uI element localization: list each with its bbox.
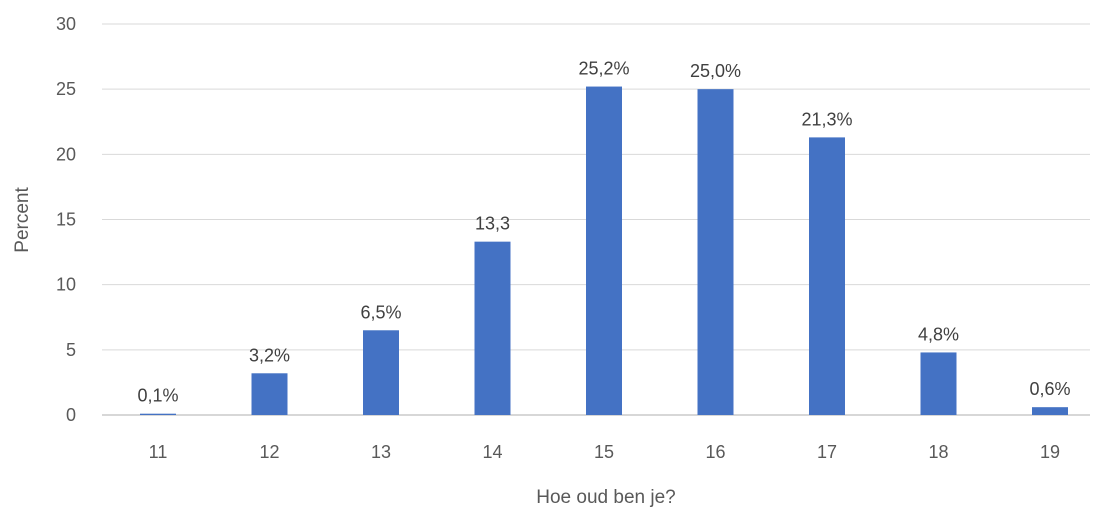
data-label-13: 6,5% [360, 302, 401, 322]
x-tick-label: 18 [928, 442, 948, 462]
x-tick-label: 14 [482, 442, 502, 462]
data-label-18: 4,8% [918, 324, 959, 344]
bar-15 [586, 86, 622, 415]
bar-14 [474, 241, 511, 415]
y-tick-label: 30 [56, 14, 76, 34]
bar-19 [1032, 407, 1068, 415]
bar-18 [920, 352, 957, 415]
y-tick-label: 15 [56, 210, 76, 230]
data-label-11: 0,1% [137, 386, 178, 406]
bar-16 [697, 89, 734, 416]
data-label-12: 3,2% [249, 345, 290, 365]
y-tick-label: 20 [56, 144, 76, 164]
y-tick-label: 0 [66, 405, 76, 425]
bar-12 [251, 373, 288, 415]
bars [140, 86, 1068, 416]
x-tick-label: 17 [817, 442, 837, 462]
bar-11 [140, 413, 176, 415]
x-tick-label: 15 [594, 442, 614, 462]
y-tick-label: 10 [56, 275, 76, 295]
x-axis-title: Hoe oud ben je? [536, 487, 675, 508]
x-tick-label: 11 [149, 442, 168, 462]
x-axis-ticks: 11 12 13 14 15 16 17 18 19 [149, 442, 1060, 462]
bar-17 [809, 137, 845, 415]
data-label-16: 25,0% [690, 61, 741, 81]
y-tick-label: 5 [66, 340, 76, 360]
y-axis-title: Percent [12, 187, 33, 253]
data-label-15: 25,2% [578, 59, 629, 79]
data-label-17: 21,3% [801, 109, 852, 129]
x-tick-label: 13 [371, 442, 391, 462]
bar-13 [363, 330, 399, 415]
x-tick-label: 19 [1040, 442, 1060, 462]
data-label-14: 13,3 [475, 214, 510, 234]
x-tick-label: 16 [705, 442, 725, 462]
y-axis-ticks: 0 5 10 15 20 25 30 [56, 14, 76, 425]
y-tick-label: 25 [56, 79, 76, 99]
data-labels: 0,1% 3,2% 6,5% 13,3 25,2% 25,0% 21,3% 4,8% 0,6% [137, 59, 1070, 406]
x-tick-label: 12 [259, 442, 279, 462]
data-label-19: 0,6% [1029, 379, 1070, 399]
